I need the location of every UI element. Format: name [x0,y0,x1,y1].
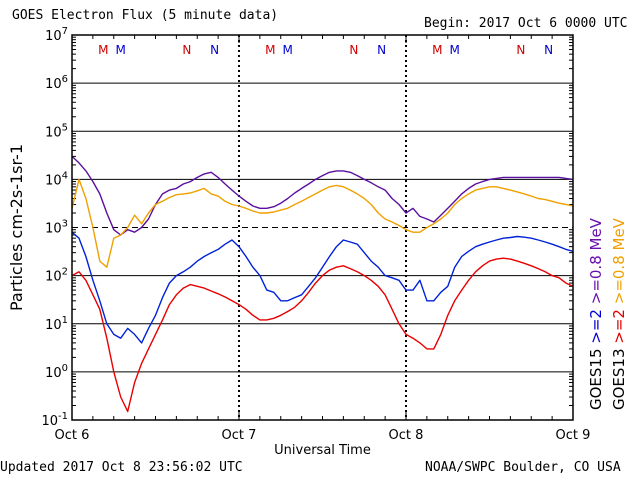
legend-column: GOES13 >=2 >=0.8 MeV [610,217,628,410]
y-tick-label: 104 [45,170,68,188]
y-tick-label: 105 [45,122,68,140]
y-tick-label: 106 [45,74,68,92]
legend-entry: >=0.8 MeV [587,217,605,309]
y-tick-label: 107 [45,26,68,44]
marker-label: N [377,43,386,57]
series-line [71,155,574,236]
legend-entry: >=2 [610,309,628,348]
marker-label: M [116,43,126,57]
y-axis-label: Particles cm-2s-1sr-1 [7,144,26,311]
y-tick-label: 103 [45,219,68,237]
legend-column: GOES15 >=2 >=0.8 MeV [587,217,605,410]
updated-timestamp: Updated 2017 Oct 8 23:56:02 UTC [0,460,243,475]
y-tick-label: 100 [45,363,68,381]
plot-frame [71,34,574,421]
credit-label: NOAA/SWPC Boulder, CO USA [425,460,621,475]
marker-label: M [98,43,108,57]
y-tick-label: 102 [45,267,68,285]
legend-entry: GOES13 [610,348,628,410]
marker-label: M [265,43,275,57]
begin-time-label: Begin: 2017 Oct 6 0000 UTC [424,16,628,31]
series-line [71,257,574,413]
marker-label: N [210,43,219,57]
marker-label: M [432,43,442,57]
marker-label: N [544,43,553,57]
legend-entry: >=0.8 MeV [610,217,628,309]
legend-entry: >=2 [587,309,605,348]
x-tick-label: Oct 8 [389,428,424,443]
chart-title: GOES Electron Flux (5 minute data) [12,8,279,23]
x-tick-label: Oct 6 [55,428,90,443]
y-tick-label: 101 [45,315,68,333]
marker-label: N [182,43,191,57]
legend-entry: GOES15 [587,348,605,410]
series-line [71,178,574,268]
y-tick-label: 10-1 [41,411,68,429]
marker-label: M [450,43,460,57]
series-line [71,231,574,344]
x-tick-label: Oct 7 [222,428,257,443]
marker-label: N [349,43,358,57]
marker-label: N [516,43,525,57]
x-tick-label: Oct 9 [556,428,591,443]
x-axis-label: Universal Time [274,443,371,458]
marker-label: M [283,43,293,57]
